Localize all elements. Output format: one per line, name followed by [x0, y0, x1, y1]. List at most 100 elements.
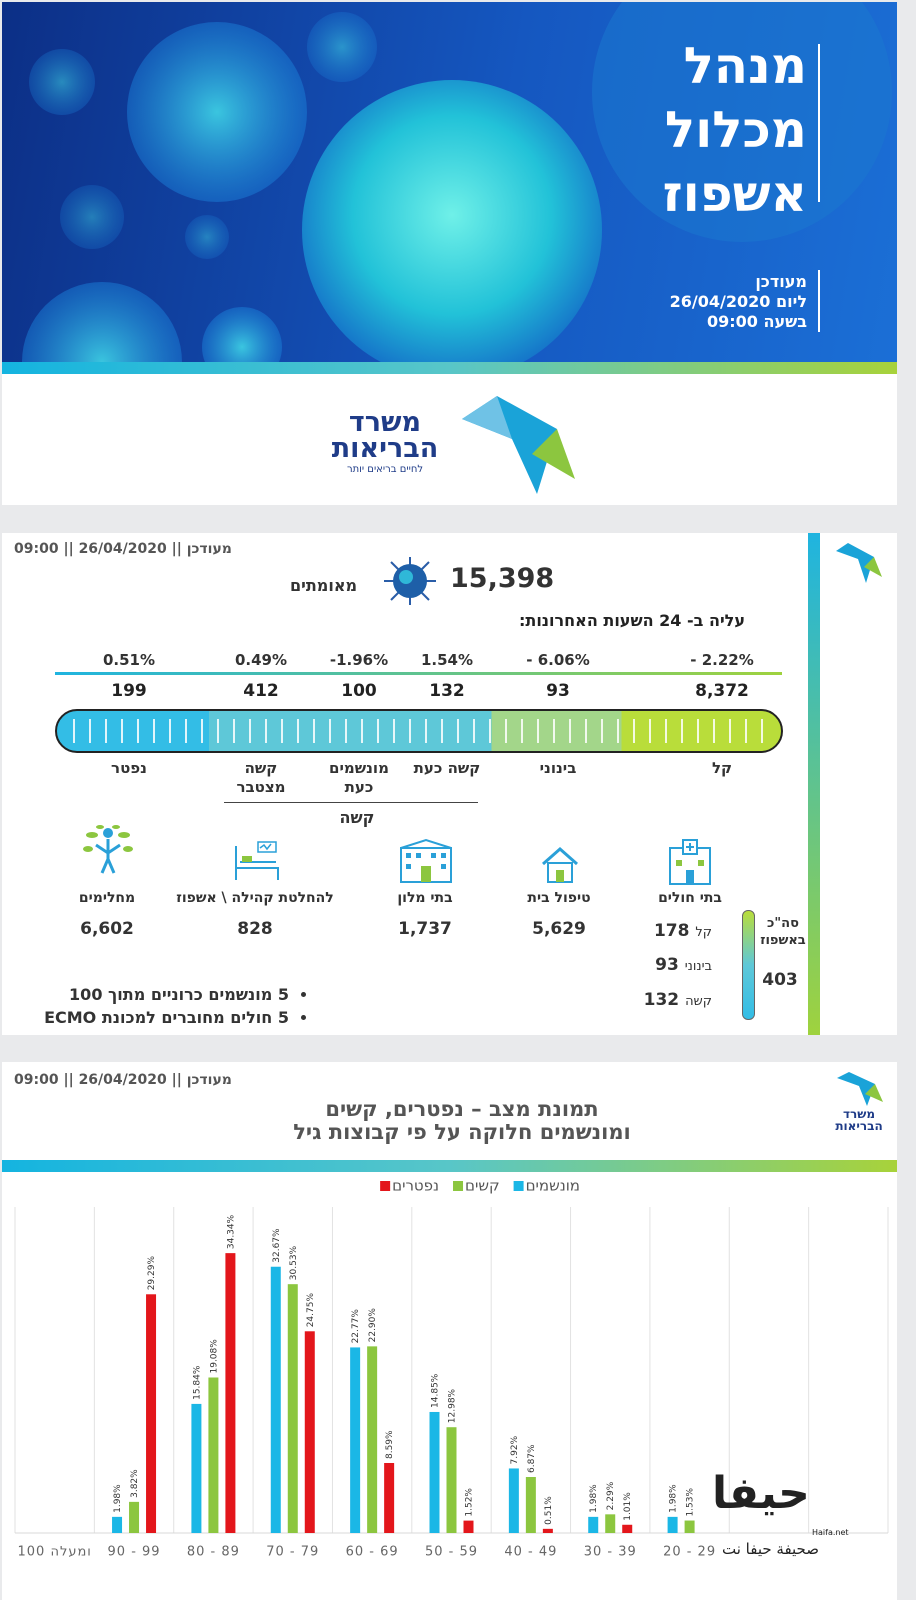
data-label: 1.98% — [669, 1484, 679, 1513]
recovered-icon — [83, 825, 133, 874]
data-label: 3.82% — [130, 1469, 140, 1498]
data-label: 1.01% — [623, 1492, 633, 1521]
bar — [684, 1520, 695, 1533]
data-label: 7.92% — [510, 1435, 520, 1464]
facility-value: 6,602 — [80, 919, 134, 939]
banner-title: מכלול — [664, 101, 807, 159]
chart-title: תמונת מצב – נפטרים, קשים — [325, 1097, 599, 1121]
data-label: 1.53% — [686, 1487, 696, 1516]
updated: מעודכן || 26/04/2020 || 09:00 — [14, 541, 232, 557]
bar — [270, 1266, 281, 1533]
logo-text: משרד — [842, 1107, 876, 1121]
count: 8,372 — [695, 681, 749, 701]
bar — [463, 1520, 474, 1533]
data-label: 14.85% — [431, 1373, 441, 1408]
facility-label: טיפול בית — [527, 890, 591, 906]
breakdown-label: בינוני — [684, 959, 712, 974]
confirmed-value: 15,398 — [450, 563, 555, 594]
x-tick-label: 60 - 69 — [346, 1545, 399, 1560]
severe-group-label: קשה — [339, 808, 375, 827]
bed-icon — [235, 841, 279, 880]
data-label: 19.08% — [209, 1339, 219, 1374]
bar — [225, 1253, 236, 1533]
facility-label: בתי חולים — [658, 890, 722, 906]
count: 100 — [341, 681, 377, 701]
bar — [112, 1516, 123, 1533]
updated: מעודכן || 26/04/2020 || 09:00 — [14, 1072, 232, 1088]
rule — [55, 672, 782, 675]
breakdown-value: 178 — [653, 921, 690, 941]
banner-updated: מעודכן — [755, 272, 807, 291]
count: 199 — [111, 681, 147, 701]
hotel-icon — [400, 838, 452, 883]
breakdown-label: קשה — [685, 994, 712, 1009]
banner-title: מנהל — [683, 37, 807, 95]
legend-label: קשים — [465, 1177, 500, 1195]
stripe — [2, 1160, 897, 1172]
bar — [605, 1514, 616, 1533]
change-pct: 0.49% — [234, 651, 288, 669]
bar — [287, 1284, 298, 1533]
chart: מונשמים קשים נפטרים 100 ומעלה 90 - 99 1.98% 3.… — [14, 1177, 889, 1560]
severity-label: מונשמים כעת — [329, 759, 389, 796]
logo-panel: משרד הבריאות לחיים בריאים יותר — [2, 374, 897, 505]
data-label: 1.52% — [465, 1488, 475, 1517]
x-tick-label: 80 - 89 — [187, 1545, 240, 1560]
bar — [350, 1347, 361, 1533]
chart-subtitle: ומונשמים חלוקה על פי קבוצות גיל — [293, 1120, 631, 1144]
mini-logo — [836, 543, 882, 583]
change-heading: עליה ב- 24 השעות האחרונות: — [518, 611, 745, 630]
data-label: 24.75% — [306, 1293, 316, 1328]
bar — [146, 1294, 157, 1533]
bar — [304, 1331, 315, 1533]
bar — [588, 1516, 599, 1533]
home-icon — [542, 846, 578, 883]
mini-logo — [837, 1072, 883, 1106]
watermark-caption: صحيفة حيفا نت — [722, 1540, 819, 1558]
severity-bar — [55, 709, 783, 753]
bar — [508, 1468, 519, 1533]
bar — [542, 1528, 553, 1533]
legend-swatch — [380, 1181, 391, 1191]
severity-label: בינוני — [539, 759, 577, 777]
breakdown-label: קל — [695, 925, 712, 940]
breakdown-value: 93 — [655, 955, 679, 975]
bar — [446, 1427, 457, 1533]
change-pct: - 2.22% — [690, 651, 754, 669]
logo-text: משרד — [348, 407, 422, 438]
logo-text: הבריאות — [835, 1119, 883, 1133]
data-label: 29.29% — [147, 1256, 157, 1291]
bar — [384, 1462, 395, 1533]
facility-label: להחלטת קהילה \ אשפוז — [176, 890, 334, 906]
logo-star — [462, 396, 575, 494]
data-label: 8.59% — [385, 1430, 395, 1459]
legend-swatch — [453, 1181, 464, 1191]
logo-slogan: לחיים בריאים יותר — [346, 464, 424, 475]
severity-label: קל — [711, 759, 733, 777]
count: 132 — [429, 681, 465, 701]
legend-label: מונשמים — [526, 1177, 580, 1195]
note: 5 חולים מחוברים למכונת ECMO — [29, 1006, 289, 1029]
divider — [818, 44, 820, 202]
bar — [525, 1477, 536, 1533]
facility-label: מחלימים — [78, 890, 136, 906]
data-label: 34.34% — [226, 1214, 236, 1249]
note: 5 מונשמים כרוניים מתוך 100 — [29, 983, 289, 1006]
watermark-logo: حيفا — [712, 1468, 810, 1519]
data-label: 30.53% — [289, 1245, 299, 1280]
banner-updated: בשעה 09:00 — [706, 312, 807, 331]
data-label: 6.87% — [527, 1444, 537, 1473]
data-label: 2.29% — [606, 1481, 616, 1510]
x-tick-label: 20 - 29 — [663, 1545, 716, 1560]
facility-label: בתי מלון — [397, 890, 453, 906]
virus-icon — [384, 557, 436, 605]
rule — [224, 802, 478, 803]
data-label: 22.77% — [351, 1309, 361, 1344]
confirmed-label: מאומתים — [290, 576, 358, 595]
divider — [818, 270, 820, 332]
stripe — [2, 362, 897, 374]
dashboard: מעודכן || 26/04/2020 || 09:00 15,398 מאו… — [2, 533, 897, 1035]
change-pct: 0.51% — [102, 651, 156, 669]
bar — [367, 1346, 378, 1533]
